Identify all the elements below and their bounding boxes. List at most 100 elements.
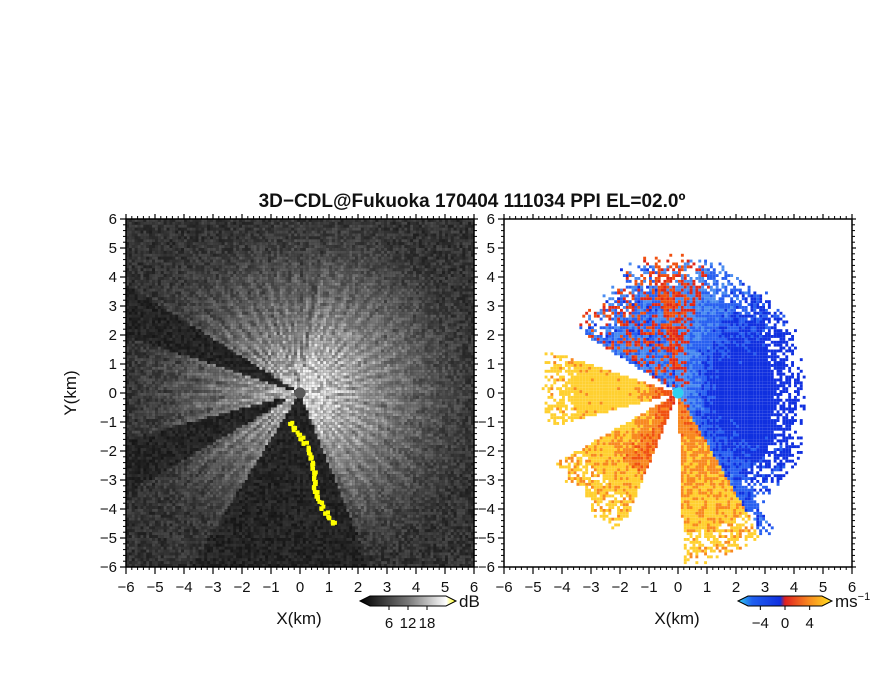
reflectivity-cell xyxy=(442,256,445,260)
reflectivity-cell xyxy=(128,314,132,318)
reflectivity-cell xyxy=(166,320,170,324)
reflectivity-cell xyxy=(311,326,315,330)
reflectivity-cell xyxy=(201,294,205,298)
reflectivity-cell xyxy=(442,303,445,306)
reflectivity-cell xyxy=(294,224,298,228)
reflectivity-cell xyxy=(387,239,390,243)
reflectivity-cell xyxy=(355,285,358,289)
reflectivity-cell xyxy=(413,308,416,312)
reflectivity-cell xyxy=(468,300,472,304)
reflectivity-cell xyxy=(172,271,176,275)
reflectivity-cell xyxy=(233,274,237,277)
reflectivity-cell xyxy=(413,320,416,324)
reflectivity-cell xyxy=(323,294,327,298)
reflectivity-cell xyxy=(442,300,445,304)
reflectivity-cell xyxy=(213,297,216,301)
reflectivity-cell xyxy=(172,297,176,301)
reflectivity-cell xyxy=(334,227,338,231)
reflectivity-cell xyxy=(210,274,213,277)
reflectivity-cell xyxy=(352,227,356,231)
reflectivity-cell xyxy=(331,227,335,231)
reflectivity-cell xyxy=(447,227,451,231)
reflectivity-cell xyxy=(282,294,286,298)
reflectivity-cell xyxy=(331,271,335,275)
reflectivity-cell xyxy=(250,259,254,263)
reflectivity-cell xyxy=(157,291,161,295)
reflectivity-cell xyxy=(326,253,329,257)
reflectivity-cell xyxy=(433,219,437,222)
reflectivity-cell xyxy=(288,265,292,269)
reflectivity-cell xyxy=(384,233,387,237)
reflectivity-cell xyxy=(227,221,231,225)
reflectivity-cell xyxy=(372,271,376,275)
reflectivity-cell xyxy=(134,311,138,315)
reflectivity-cell xyxy=(259,303,263,306)
reflectivity-cell xyxy=(311,297,315,301)
reflectivity-cell xyxy=(163,256,167,260)
reflectivity-cell xyxy=(184,256,187,260)
reflectivity-cell xyxy=(424,265,428,269)
reflectivity-cell xyxy=(233,288,237,292)
reflectivity-cell xyxy=(265,311,269,315)
reflectivity-cell xyxy=(163,245,167,248)
reflectivity-cell xyxy=(227,227,231,231)
reflectivity-cell xyxy=(242,297,245,301)
reflectivity-cell xyxy=(155,323,158,327)
reflectivity-cell xyxy=(331,323,335,327)
reflectivity-cell xyxy=(230,242,234,246)
reflectivity-cell xyxy=(285,250,289,254)
reflectivity-cell xyxy=(401,323,405,327)
reflectivity-cell xyxy=(221,288,225,292)
reflectivity-cell xyxy=(195,308,199,312)
reflectivity-cell xyxy=(471,265,474,269)
reflectivity-cell xyxy=(424,326,428,330)
reflectivity-cell xyxy=(204,259,208,263)
reflectivity-cell xyxy=(210,282,213,286)
reflectivity-cell xyxy=(163,271,167,275)
reflectivity-cell xyxy=(152,274,155,277)
reflectivity-cell xyxy=(189,274,193,277)
reflectivity-cell xyxy=(369,303,373,306)
reflectivity-cell xyxy=(186,279,190,283)
reflectivity-cell xyxy=(317,224,321,228)
reflectivity-cell xyxy=(447,245,451,248)
reflectivity-cell xyxy=(320,306,324,309)
reflectivity-cell xyxy=(297,274,300,277)
reflectivity-cell xyxy=(442,248,445,251)
reflectivity-cell xyxy=(137,265,141,269)
reflectivity-cell xyxy=(381,285,385,289)
reflectivity-cell xyxy=(259,265,263,269)
reflectivity-cell xyxy=(172,311,176,315)
reflectivity-cell xyxy=(172,242,176,246)
reflectivity-cell xyxy=(421,256,425,260)
reflectivity-cell xyxy=(242,323,245,327)
reflectivity-cell xyxy=(285,259,289,263)
reflectivity-cell xyxy=(242,288,245,292)
reflectivity-cell xyxy=(294,221,298,225)
reflectivity-cell xyxy=(282,274,286,277)
reflectivity-cell xyxy=(360,303,364,306)
reflectivity-cell xyxy=(421,300,425,304)
reflectivity-cell xyxy=(207,245,211,248)
reflectivity-cell xyxy=(181,221,184,225)
reflectivity-cell xyxy=(436,259,440,263)
reflectivity-cell xyxy=(358,224,361,228)
reflectivity-cell xyxy=(343,233,347,237)
reflectivity-cell xyxy=(247,317,251,321)
reflectivity-cell xyxy=(401,317,405,321)
reflectivity-cell xyxy=(308,262,312,266)
reflectivity-cell xyxy=(253,323,257,327)
reflectivity-cell xyxy=(471,250,474,254)
reflectivity-cell xyxy=(291,262,295,266)
reflectivity-cell xyxy=(323,297,327,301)
reflectivity-cell xyxy=(262,291,266,295)
reflectivity-cell xyxy=(175,314,179,318)
reflectivity-cell xyxy=(305,317,309,321)
reflectivity-cell xyxy=(262,297,266,301)
reflectivity-cell xyxy=(152,294,155,298)
reflectivity-cell xyxy=(210,233,213,237)
reflectivity-cell xyxy=(317,219,321,222)
reflectivity-cell xyxy=(294,285,298,289)
reflectivity-cell xyxy=(169,262,173,266)
reflectivity-cell xyxy=(302,239,306,243)
